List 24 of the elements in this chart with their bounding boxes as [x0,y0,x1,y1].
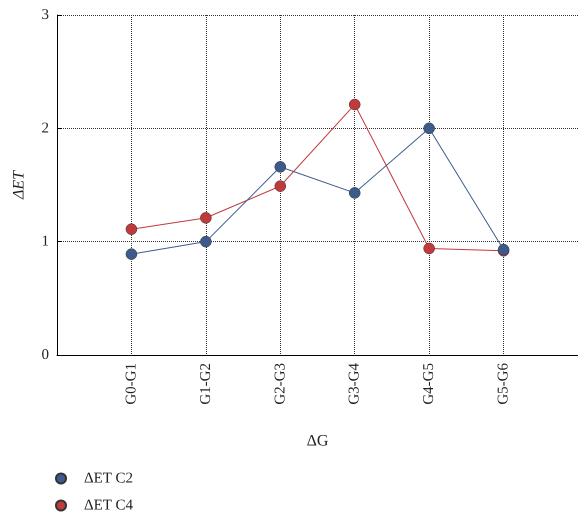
point [423,242,435,254]
point [200,236,212,248]
point [274,161,286,173]
point [126,248,138,260]
x-axis-title: ΔG [306,432,329,450]
legend-label: ΔET C2 [84,470,133,486]
x-tick-label: G4-G5 [421,363,438,405]
point [423,122,435,134]
legend-label: ΔET C4 [84,498,134,514]
point [200,212,212,224]
y-tick-label: 0 [42,347,49,363]
point [348,187,360,199]
x-tick-label: G2-G3 [272,363,288,405]
y-tick-label: 3 [42,7,49,23]
y-axis-title: ΔET [10,170,28,200]
x-tick-label: G0-G1 [123,363,140,405]
x-tick-label: G1-G2 [198,363,214,405]
x-tick-label: G5-G6 [496,362,512,405]
x-tick-label: G3-G4 [346,362,363,405]
point [126,223,138,235]
y-tick-label: 2 [42,120,49,136]
point [348,98,360,110]
y-tick-label: 1 [42,234,49,250]
point [274,180,286,192]
